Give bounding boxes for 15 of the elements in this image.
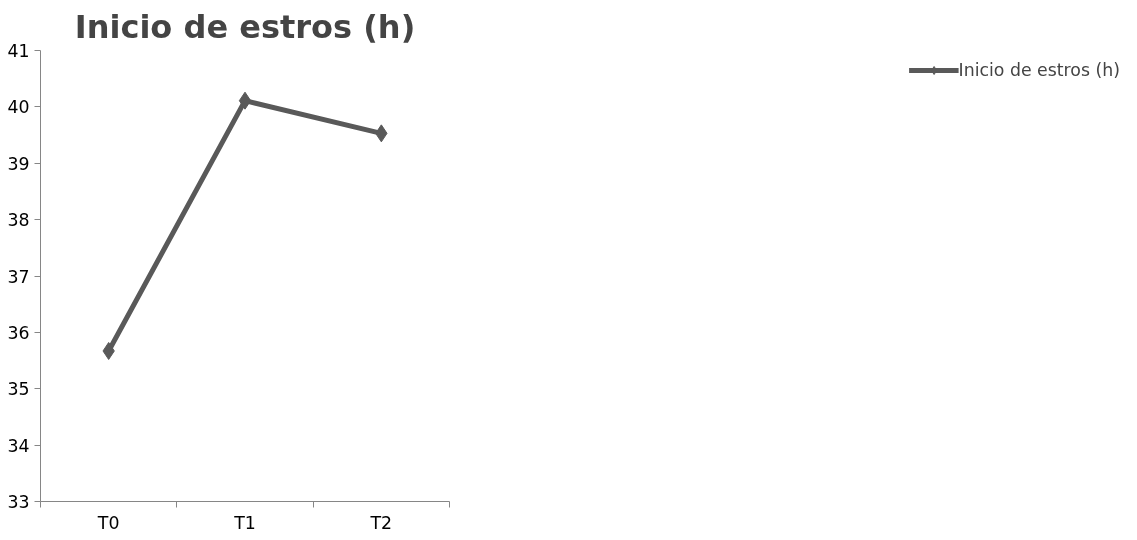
y-tick-label: 41 [7,41,30,61]
y-tick-label: 40 [7,97,30,118]
y-tick-label: 35 [7,379,30,400]
point [238,91,252,110]
y-tick-label: 39 [7,153,30,174]
y-tick-label: 34 [7,435,30,456]
x-tick-label: T0 [96,512,120,533]
chart-title: Inicio de estros (h) [74,7,416,46]
y-tick-label: 36 [7,322,30,343]
y-tick-label: 33 [7,492,30,512]
x-tick-label: T1 [233,512,256,533]
y-tick-label: 38 [7,210,30,231]
legend-label: Inicio de estros (h) [958,60,1120,80]
y-tick-label: 37 [7,266,30,287]
x-tick-label: T2 [369,512,393,533]
